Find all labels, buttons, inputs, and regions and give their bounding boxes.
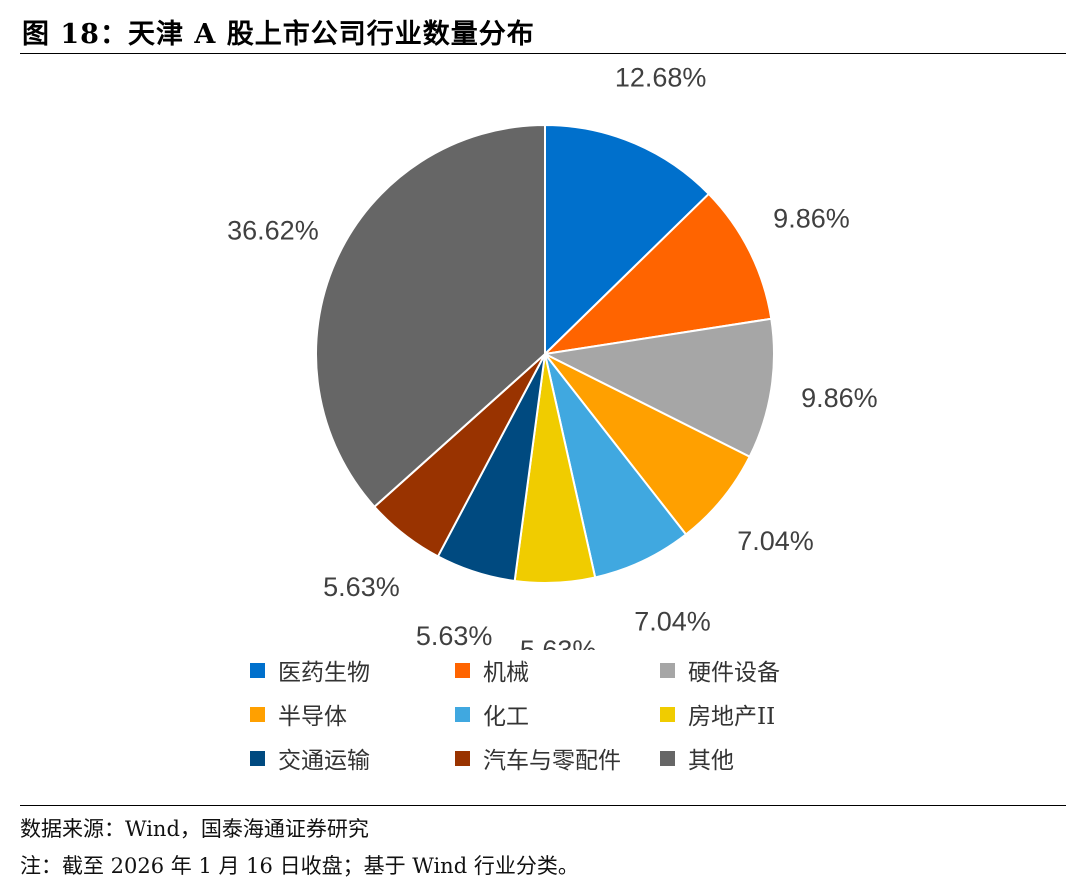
source-note: 数据来源：Wind，国泰海通证券研究 bbox=[20, 817, 369, 841]
legend-item: 房地产II bbox=[660, 699, 865, 730]
legend-swatch bbox=[660, 706, 675, 722]
legend-label: 硬件设备 bbox=[688, 660, 780, 686]
pie-chart: 12.68% 9.86% 9.86% 7.04% 7.04% 5.63% 5.63% 5.63… bbox=[227, 62, 878, 650]
legend-swatch bbox=[455, 662, 470, 678]
legend-label: 交通运输 bbox=[278, 748, 370, 774]
legend-swatch bbox=[455, 706, 470, 722]
legend-item: 医药生物 bbox=[250, 655, 455, 686]
legend-swatch bbox=[250, 706, 265, 722]
slice-data-label: 12.68% bbox=[615, 62, 707, 92]
slice-data-label: 7.04% bbox=[737, 526, 814, 556]
legend-item: 汽车与零配件 bbox=[455, 743, 660, 774]
legend-label: 半导体 bbox=[278, 704, 347, 730]
legend-item: 硬件设备 bbox=[660, 655, 865, 686]
pie-slice bbox=[542, 192, 773, 356]
pie-slice bbox=[544, 353, 688, 579]
pie-slice bbox=[544, 353, 752, 536]
legend-label: 房地产II bbox=[688, 704, 776, 730]
legend-item: 其他 bbox=[660, 743, 865, 774]
pie-slice bbox=[315, 123, 546, 509]
legend-label: 化工 bbox=[483, 704, 529, 730]
bottom-rule bbox=[20, 805, 1066, 806]
legend-label: 医药生物 bbox=[278, 660, 370, 686]
slice-data-label: 5.63% bbox=[323, 572, 400, 602]
top-rule bbox=[20, 53, 1066, 54]
footnote: 注：截至 2026 年 1 月 16 日收盘；基于 Wind 行业分类。 bbox=[20, 854, 579, 878]
slice-data-label: 9.86% bbox=[773, 204, 850, 234]
legend-swatch bbox=[455, 750, 470, 766]
legend-label: 机械 bbox=[483, 660, 529, 686]
legend-label: 其他 bbox=[688, 748, 734, 774]
figure-title: 图 18：天津 A 股上市公司行业数量分布 bbox=[22, 19, 535, 50]
legend-item: 化工 bbox=[455, 699, 660, 730]
slice-data-label: 36.62% bbox=[227, 216, 319, 246]
slice-data-label: 5.63% bbox=[416, 621, 493, 650]
chart-legend: 医药生物 机械 硬件设备半导体 化工 房地产II 交通运输 汽车与零配件 其他 bbox=[250, 655, 870, 774]
legend-item: 机械 bbox=[455, 655, 660, 686]
pie-slice bbox=[544, 123, 711, 357]
legend-item: 半导体 bbox=[250, 699, 455, 730]
legend-swatch bbox=[250, 662, 265, 678]
legend-swatch bbox=[660, 662, 675, 678]
slice-data-label: 5.63% bbox=[520, 635, 597, 650]
slice-data-label: 9.86% bbox=[801, 383, 878, 413]
slice-data-label: 7.04% bbox=[634, 606, 711, 636]
pie-slice bbox=[541, 317, 775, 459]
legend-swatch bbox=[250, 750, 265, 766]
legend-item: 交通运输 bbox=[250, 743, 455, 774]
legend-swatch bbox=[660, 750, 675, 766]
legend-label: 汽车与零配件 bbox=[483, 748, 621, 774]
